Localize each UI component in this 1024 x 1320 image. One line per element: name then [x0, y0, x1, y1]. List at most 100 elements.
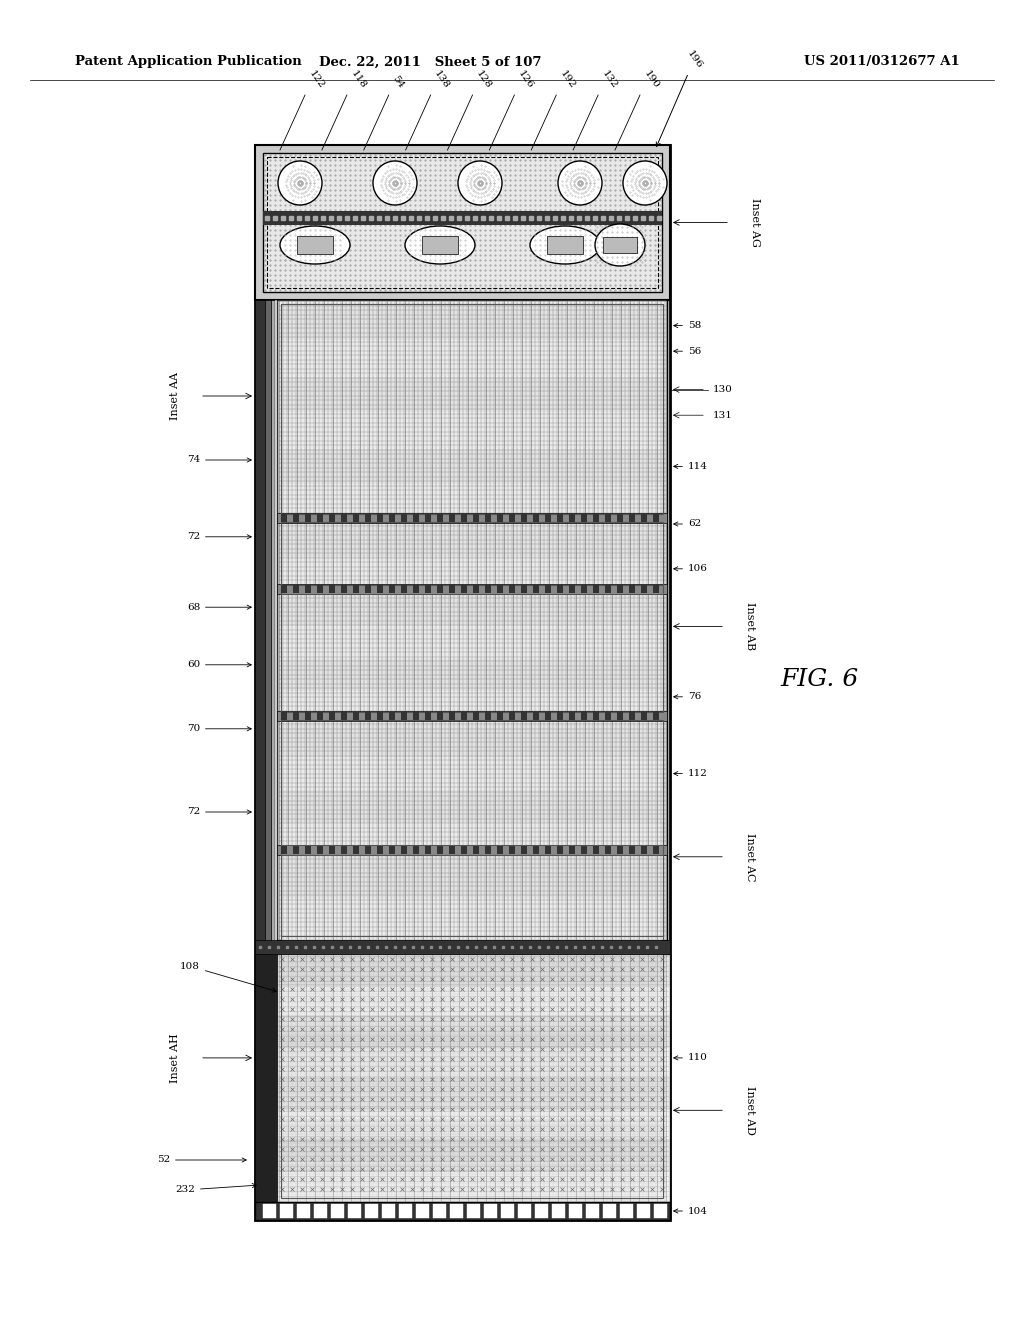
Ellipse shape — [530, 226, 600, 264]
Bar — [389, 585, 395, 593]
Bar — [278, 954, 670, 985]
Bar — [617, 513, 623, 521]
Text: US 2011/0312677 A1: US 2011/0312677 A1 — [804, 55, 961, 69]
Bar — [317, 585, 323, 593]
Bar — [473, 585, 479, 593]
Bar — [461, 846, 467, 854]
Bar — [485, 585, 490, 593]
Bar — [497, 711, 503, 719]
Text: 122: 122 — [307, 69, 326, 90]
Text: 112: 112 — [674, 770, 708, 777]
Bar — [629, 513, 635, 521]
Bar — [641, 711, 647, 719]
Bar — [341, 513, 347, 521]
Bar — [282, 987, 662, 1030]
Bar — [281, 719, 663, 936]
Bar — [557, 846, 563, 854]
Bar — [557, 585, 563, 593]
Bar — [552, 1204, 565, 1218]
Bar — [433, 1204, 446, 1218]
Bar — [401, 585, 407, 593]
Bar — [449, 513, 455, 521]
Bar — [329, 513, 335, 521]
Bar — [278, 1171, 670, 1203]
Bar — [282, 413, 662, 449]
Text: 104: 104 — [674, 1206, 708, 1216]
Bar — [521, 846, 527, 854]
Bar — [401, 711, 407, 719]
Bar — [389, 711, 395, 719]
Bar — [484, 1204, 497, 1218]
Bar — [282, 1074, 662, 1118]
Bar — [282, 725, 662, 756]
Bar — [641, 585, 647, 593]
Bar — [437, 585, 443, 593]
Bar — [449, 711, 455, 719]
Bar — [399, 1204, 412, 1218]
Bar — [603, 238, 637, 253]
Text: 232: 232 — [175, 1184, 256, 1195]
Bar — [282, 486, 662, 520]
Ellipse shape — [280, 226, 350, 264]
Bar — [521, 585, 527, 593]
Bar — [581, 711, 587, 719]
Bar — [413, 513, 419, 521]
Text: 131: 131 — [713, 411, 733, 420]
Bar — [282, 1163, 662, 1206]
Bar — [389, 513, 395, 521]
Bar — [413, 711, 419, 719]
Bar — [281, 521, 663, 711]
Bar — [281, 846, 287, 854]
Bar — [620, 1204, 633, 1218]
Text: 118: 118 — [349, 69, 368, 90]
Bar — [353, 585, 359, 593]
Text: 128: 128 — [474, 69, 494, 90]
Bar — [653, 846, 659, 854]
Bar — [255, 300, 265, 1203]
Bar — [509, 585, 515, 593]
Text: 192: 192 — [558, 69, 577, 90]
Bar — [581, 846, 587, 854]
Bar — [605, 585, 611, 593]
Bar — [377, 711, 383, 719]
Bar — [278, 711, 667, 721]
Bar — [637, 1204, 650, 1218]
Bar — [569, 846, 575, 854]
Bar — [534, 846, 539, 854]
Bar — [653, 513, 659, 521]
Bar — [263, 211, 662, 224]
Bar — [278, 1047, 670, 1078]
Bar — [557, 711, 563, 719]
Bar — [255, 145, 670, 1220]
Bar — [305, 585, 311, 593]
Bar — [278, 1109, 670, 1140]
Bar — [282, 1119, 662, 1162]
Text: Dec. 22, 2011   Sheet 5 of 107: Dec. 22, 2011 Sheet 5 of 107 — [318, 55, 542, 69]
Bar — [281, 513, 287, 521]
Ellipse shape — [406, 226, 475, 264]
Bar — [382, 1204, 395, 1218]
Bar — [282, 822, 662, 854]
Bar — [497, 585, 503, 593]
Text: 62: 62 — [674, 520, 701, 528]
Bar — [425, 846, 431, 854]
Bar — [278, 1016, 670, 1047]
Bar — [281, 585, 287, 593]
Text: 196: 196 — [656, 49, 703, 147]
Ellipse shape — [278, 161, 322, 205]
Bar — [569, 711, 575, 719]
Bar — [282, 557, 662, 593]
Text: 60: 60 — [186, 660, 251, 669]
Bar — [535, 1204, 548, 1218]
Bar — [255, 145, 670, 300]
Bar — [317, 846, 323, 854]
Text: 72: 72 — [186, 808, 251, 817]
Text: Inset AC: Inset AC — [745, 833, 755, 880]
Bar — [593, 585, 599, 593]
Text: 56: 56 — [674, 347, 701, 355]
Text: 126: 126 — [516, 69, 536, 90]
Bar — [473, 711, 479, 719]
Bar — [593, 846, 599, 854]
Bar — [485, 846, 490, 854]
Bar — [425, 585, 431, 593]
